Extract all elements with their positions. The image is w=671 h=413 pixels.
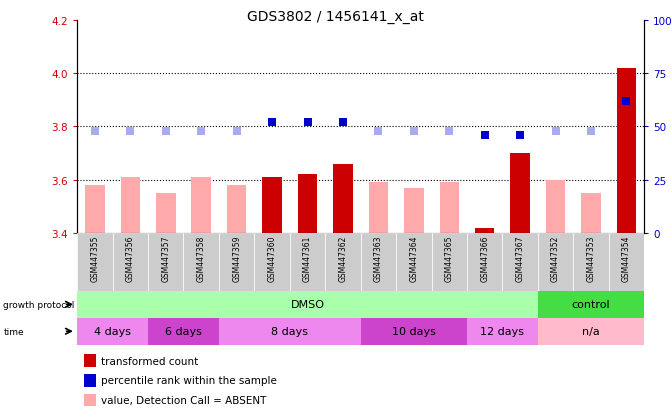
Bar	[84, 374, 97, 387]
Text: value, Detection Call = ABSENT: value, Detection Call = ABSENT	[101, 395, 267, 405]
Text: n/a: n/a	[582, 326, 600, 337]
Bar	[298, 175, 317, 233]
Point	[231, 128, 242, 135]
Text: 6 days: 6 days	[165, 326, 202, 337]
Bar	[84, 355, 97, 367]
Bar	[431, 233, 467, 291]
Bar	[219, 233, 254, 291]
Bar	[191, 178, 211, 233]
Text: GSM447365: GSM447365	[445, 235, 454, 282]
Point	[89, 128, 100, 135]
Point	[550, 128, 561, 135]
Bar	[333, 164, 353, 233]
Text: GSM447364: GSM447364	[409, 235, 418, 282]
Bar	[148, 233, 183, 291]
Point	[125, 128, 136, 135]
Bar	[77, 318, 148, 345]
Bar	[290, 233, 325, 291]
Point	[515, 132, 525, 139]
Point	[266, 119, 277, 126]
Point	[338, 119, 348, 126]
Bar	[148, 318, 219, 345]
Bar	[85, 185, 105, 233]
Text: GSM447362: GSM447362	[338, 235, 348, 281]
Bar	[467, 233, 503, 291]
Text: time: time	[3, 327, 24, 336]
Text: percentile rank within the sample: percentile rank within the sample	[101, 375, 277, 385]
Bar	[503, 233, 538, 291]
Bar	[156, 193, 176, 233]
Bar	[262, 178, 282, 233]
Bar	[440, 183, 459, 233]
Point	[444, 128, 455, 135]
Bar	[361, 233, 396, 291]
Bar	[121, 178, 140, 233]
Text: 4 days: 4 days	[94, 326, 131, 337]
Text: control: control	[572, 299, 611, 310]
Bar	[546, 180, 565, 233]
Text: GSM447359: GSM447359	[232, 235, 241, 282]
Text: GSM447367: GSM447367	[515, 235, 525, 282]
Point	[196, 128, 207, 135]
Bar	[325, 233, 361, 291]
Bar	[183, 233, 219, 291]
Bar	[396, 233, 431, 291]
Text: 8 days: 8 days	[271, 326, 308, 337]
Text: GSM447353: GSM447353	[586, 235, 595, 282]
Point	[160, 128, 171, 135]
Text: DMSO: DMSO	[291, 299, 325, 310]
Point	[302, 119, 313, 126]
Bar	[573, 233, 609, 291]
Bar	[404, 188, 423, 233]
Text: 10 days: 10 days	[392, 326, 435, 337]
Text: GDS3802 / 1456141_x_at: GDS3802 / 1456141_x_at	[247, 10, 424, 24]
Text: GSM447352: GSM447352	[551, 235, 560, 281]
Text: transformed count: transformed count	[101, 356, 199, 366]
Bar	[538, 291, 644, 318]
Bar	[77, 233, 113, 291]
Point	[479, 132, 490, 139]
Bar	[475, 228, 495, 233]
Bar	[219, 318, 361, 345]
Bar	[511, 154, 530, 233]
Bar	[538, 318, 644, 345]
Text: GSM447361: GSM447361	[303, 235, 312, 281]
Point	[621, 98, 632, 105]
Bar	[538, 233, 573, 291]
Bar	[617, 69, 636, 233]
Text: 12 days: 12 days	[480, 326, 525, 337]
Bar	[254, 233, 290, 291]
Text: GSM447355: GSM447355	[91, 235, 99, 282]
Point	[373, 128, 384, 135]
Text: growth protocol: growth protocol	[3, 300, 74, 309]
Text: GSM447366: GSM447366	[480, 235, 489, 282]
Bar	[77, 291, 538, 318]
Bar	[361, 318, 467, 345]
Bar	[467, 318, 538, 345]
Text: GSM447356: GSM447356	[126, 235, 135, 282]
Bar	[609, 233, 644, 291]
Text: GSM447363: GSM447363	[374, 235, 383, 282]
Bar	[227, 185, 246, 233]
Point	[586, 128, 597, 135]
Bar	[368, 183, 388, 233]
Text: GSM447358: GSM447358	[197, 235, 206, 281]
Bar	[84, 394, 97, 406]
Bar	[581, 193, 601, 233]
Point	[409, 128, 419, 135]
Bar	[113, 233, 148, 291]
Text: GSM447354: GSM447354	[622, 235, 631, 282]
Text: GSM447357: GSM447357	[161, 235, 170, 282]
Text: GSM447360: GSM447360	[268, 235, 276, 282]
